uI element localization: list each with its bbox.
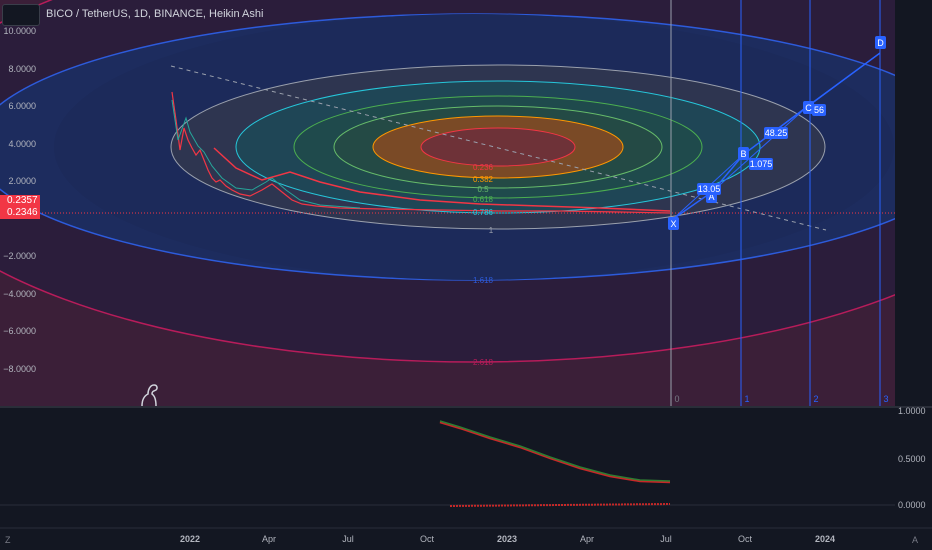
axis-label-2: 2.0000 [8,176,36,186]
corner-label-right[interactable]: A [912,535,919,545]
fib-label-0236: 0.236 [473,163,494,172]
lower-axis-label-1: 1.0000 [898,406,926,416]
time-zone-label-1: 1 [744,394,749,404]
ma-line [213,147,671,212]
time-label-2022: 2022 [180,534,200,544]
axis-label-m6: −6.0000 [3,326,36,336]
time-label-apr-22: Apr [262,534,276,544]
indicator-line-green [439,420,671,482]
ratio-label-4: 56 [814,105,824,115]
lower-axis-labels: 1.0000 0.5000 0.0000 [898,406,926,510]
symbol-search-button[interactable] [2,4,40,26]
point-c[interactable] [803,101,814,114]
axis-label-m8: −8.0000 [3,364,36,374]
main-axis-labels: 10.0000 8.0000 6.0000 4.0000 2.0000 −2.0… [3,26,36,374]
time-axis-labels[interactable]: 2022 Apr Jul Oct 2023 Apr Jul Oct 2024 [180,534,835,544]
ratio-label-2: 1.075 [750,159,773,169]
fib-label-0382: 0.382 [473,175,494,184]
point-b[interactable] [738,147,749,160]
time-label-oct-23: Oct [738,534,753,544]
ratio-box-2 [749,158,773,170]
fib-label-0786: 0.786 [473,208,494,217]
point-a-label: A [708,192,714,202]
tradingview-logo-icon[interactable] [138,382,160,408]
point-c-label: C [805,103,812,113]
indicator-pane [0,408,895,528]
fib-trend-line[interactable] [170,65,827,231]
axis-label-4: 4.0000 [8,139,36,149]
time-label-2023: 2023 [497,534,517,544]
fib-ellipse-0236 [420,127,576,167]
point-b-label: B [740,149,746,159]
point-d[interactable] [875,36,886,49]
time-zone-label-3: 3 [883,394,888,404]
time-label-jul-22: Jul [342,534,354,544]
time-zone-label-0: 0 [674,394,679,404]
time-label-2024: 2024 [815,534,835,544]
ratio-label-3: 48.25 [765,128,788,138]
current-price-tag: 0.2357 [0,195,40,207]
axis-label-m2: −2.0000 [3,251,36,261]
price-axis[interactable] [895,0,932,407]
ratio-box-1 [697,183,721,195]
axis-label-8: 8.0000 [8,64,36,74]
point-d-label: D [877,38,884,48]
corner-label-left[interactable]: Z [5,535,11,545]
fib-label-2618: 2.618 [473,358,494,367]
point-x-label: X [670,219,676,229]
indicator-line-red [439,420,671,484]
price-series [171,91,671,214]
fib-label-05: 0.5 [477,185,489,194]
fib-label-1618: 1.618 [473,276,494,285]
fib-label-1: 1 [489,226,494,235]
time-label-oct-22: Oct [420,534,435,544]
axis-label-6: 6.0000 [8,101,36,111]
axis-label-10: 10.0000 [3,26,36,36]
price-series-up [171,99,361,209]
close-price-tag: 0.2346 [0,207,40,219]
point-x[interactable] [668,217,679,230]
time-zone-label-2: 2 [813,394,818,404]
indicator-histogram [449,503,671,507]
fib-label-0618: 0.618 [473,195,494,204]
ratio-box-3 [764,127,788,139]
lower-axis-label-0: 0.0000 [898,500,926,510]
time-label-jul-23: Jul [660,534,672,544]
time-label-apr-23: Apr [580,534,594,544]
axis-label-m4: −4.0000 [3,289,36,299]
chart-title: BICO / TetherUS, 1D, BINANCE, Heikin Ash… [46,8,264,20]
ratio-label-1: 13.05 [698,184,721,194]
ratio-box-4 [812,104,826,116]
lower-axis-label-05: 0.5000 [898,454,926,464]
